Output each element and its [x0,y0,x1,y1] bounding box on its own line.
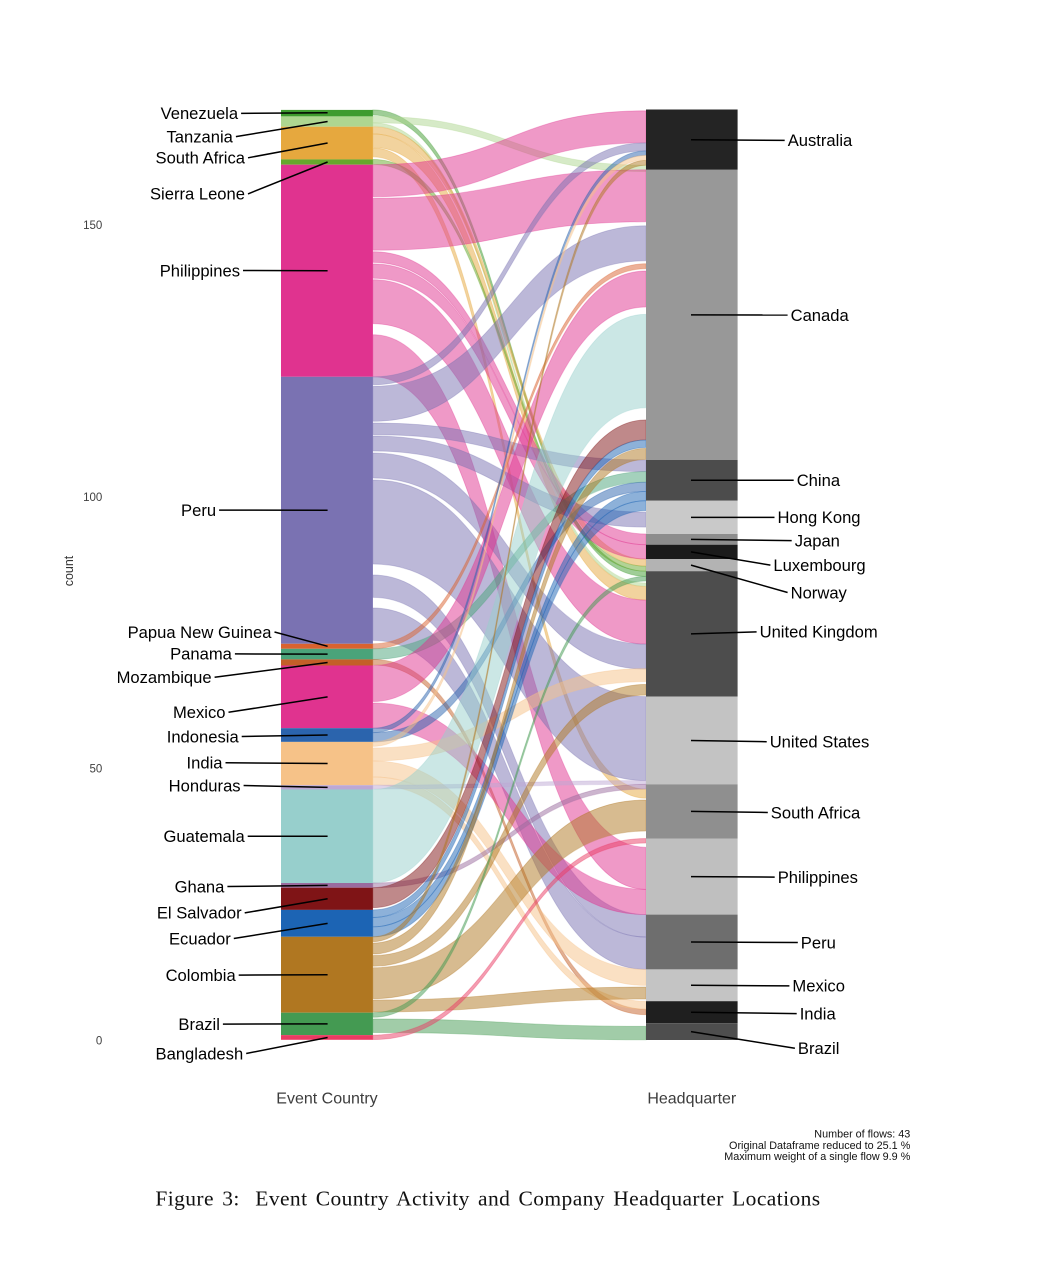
svg-text:Peru: Peru [181,501,216,520]
svg-text:Japan: Japan [795,531,840,550]
svg-text:Ghana: Ghana [175,877,226,896]
svg-text:Brazil: Brazil [178,1015,220,1034]
svg-text:Mozambique: Mozambique [117,668,212,687]
svg-text:count: count [62,555,76,586]
svg-text:Norway: Norway [791,583,848,602]
svg-text:Papua New Guinea: Papua New Guinea [128,623,273,642]
svg-text:Brazil: Brazil [798,1039,840,1058]
svg-text:0: 0 [96,1035,102,1047]
svg-text:Event Country Activity and Com: Event Country Activity and Company Headq… [255,1187,820,1211]
svg-text:Maximum weight of a single flo: Maximum weight of a single flow 9.9 % [724,1151,910,1163]
svg-text:Hong Kong: Hong Kong [778,508,861,527]
svg-text:Figure 3:: Figure 3: [155,1187,239,1211]
svg-text:Panama: Panama [170,645,233,664]
svg-text:100: 100 [83,492,102,504]
svg-text:Bangladesh: Bangladesh [156,1044,244,1063]
svg-text:Indonesia: Indonesia [167,727,240,746]
svg-text:India: India [800,1004,837,1023]
svg-text:50: 50 [90,764,103,776]
svg-text:Sierra Leone: Sierra Leone [150,185,245,204]
svg-text:China: China [797,471,841,490]
svg-text:Mexico: Mexico [173,703,226,722]
svg-text:Tanzania: Tanzania [166,127,233,146]
svg-text:South Africa: South Africa [156,149,246,168]
svg-text:Mexico: Mexico [792,977,845,996]
svg-text:United States: United States [770,733,870,752]
svg-text:Philippines: Philippines [778,868,858,887]
svg-text:Colombia: Colombia [166,966,237,985]
svg-text:Australia: Australia [788,131,853,150]
svg-text:Peru: Peru [801,933,836,952]
svg-text:Honduras: Honduras [169,776,241,795]
svg-text:Venezuela: Venezuela [161,104,239,123]
svg-text:Number of flows: 43: Number of flows: 43 [814,1128,910,1140]
svg-text:South Africa: South Africa [771,803,861,822]
svg-text:Canada: Canada [791,306,850,325]
svg-text:Headquarter: Headquarter [647,1090,737,1107]
svg-text:El Salvador: El Salvador [157,904,242,923]
svg-text:150: 150 [83,220,102,232]
svg-text:Ecuador: Ecuador [169,929,231,948]
svg-text:Philippines: Philippines [160,261,240,280]
svg-text:Event Country: Event Country [276,1090,377,1107]
svg-text:Guatemala: Guatemala [164,827,246,846]
svg-text:India: India [187,754,224,773]
svg-text:Luxembourg: Luxembourg [773,556,865,575]
svg-text:United Kingdom: United Kingdom [760,623,878,642]
